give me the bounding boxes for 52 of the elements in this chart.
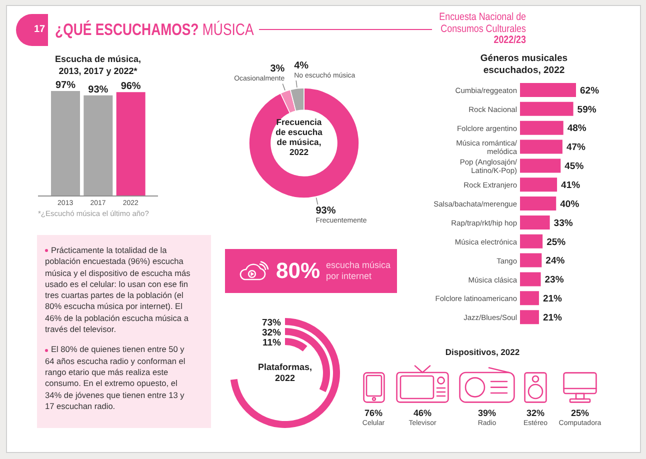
bar <box>520 234 543 248</box>
bar <box>520 291 539 306</box>
text: ¿QUÉ ESCUCHAMOS? <box>55 21 199 39</box>
data-label: 3% <box>270 64 285 75</box>
bar <box>520 272 541 286</box>
data-label: 96% <box>120 81 141 92</box>
data-label: 4% <box>294 60 309 72</box>
chart-title: Géneros musicales escuchados, 2022 <box>480 53 568 76</box>
donut-slice <box>248 88 360 198</box>
data-label: 25% <box>546 236 566 248</box>
bar <box>520 196 556 211</box>
data-label: 62% <box>580 85 600 96</box>
text: Plataformas, 2022 <box>258 362 312 383</box>
data-label: 33% <box>554 218 574 229</box>
data-label: 21% <box>542 294 563 305</box>
bar <box>520 102 574 116</box>
data-label: 45% <box>564 161 584 172</box>
data-label: 23% <box>544 274 564 286</box>
chart-title: Escucha de música, 2013, 2017 y 2022* <box>54 54 142 76</box>
bar <box>520 140 562 154</box>
bar <box>520 253 542 268</box>
text: 17 <box>34 24 46 35</box>
data-label: 97% <box>55 80 76 91</box>
bar <box>520 120 564 135</box>
data-label: 76% <box>364 408 382 418</box>
data-label: 47% <box>566 142 586 154</box>
data-label: 21% <box>542 312 563 324</box>
data-label: 46% <box>413 408 432 418</box>
text: 2022/23 <box>494 34 526 46</box>
text: Frecuencia de escucha de música, 2022 <box>276 117 322 157</box>
data-label: 73% <box>262 317 282 328</box>
bar <box>520 158 561 173</box>
text: Dispositivos, 2022 <box>445 347 520 357</box>
bar <box>520 215 550 230</box>
data-label: 59% <box>577 104 597 116</box>
bar <box>520 178 558 192</box>
data-label: 41% <box>561 180 581 191</box>
data-label: 24% <box>546 256 566 267</box>
data-label: 39% <box>478 408 496 418</box>
data-label: 48% <box>567 123 587 134</box>
text-card: Prácticamente la totalidad de la población encuestada (96%) escucha música y el dispositivo de escucha más usado es el celular: lo usan con ese fin tres cuartas partes de la población (el 80% escucha música por internet). El 46% de la población escucha música a través del televisor. El 80% de quienes tienen entre 50 y 64 años escucha radio y conforman el rango etario que más realiza este consumo. En el extremo opuesto, el 34% de jóvenes que tienen entre 13 y 17 escuchan radio. <box>37 235 211 428</box>
text: MÚSICA <box>202 21 254 39</box>
data-label: 32% <box>526 408 544 418</box>
data-label: 93% <box>316 205 336 216</box>
data-label: 25% <box>570 408 589 418</box>
data-label: 40% <box>560 198 580 210</box>
text: Encuesta Nacional de Consumos Culturales <box>439 11 526 34</box>
data-label: 32% <box>262 327 282 338</box>
bar <box>520 310 539 324</box>
data-label: 11% <box>262 337 282 348</box>
data-label: 93% <box>88 84 108 96</box>
bar <box>520 83 576 97</box>
